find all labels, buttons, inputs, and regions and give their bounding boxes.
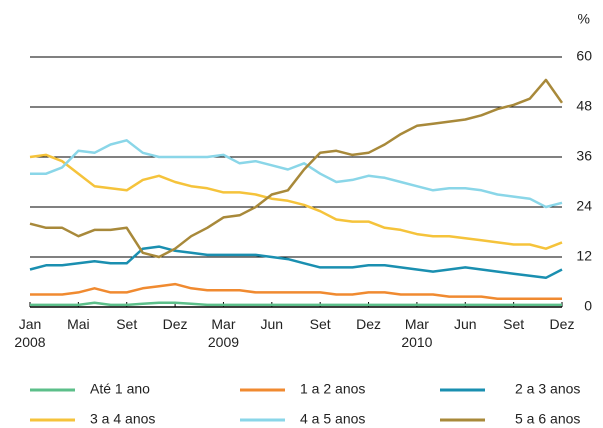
x-tick-label: Dez [356, 316, 381, 332]
x-tick-label: Mai [67, 316, 90, 332]
x-tick-label: Jan 2008 [14, 316, 45, 350]
y-tick-label: 0 [584, 298, 592, 314]
x-tick-label: Dez [163, 316, 188, 332]
legend-label: Até 1 ano [90, 381, 150, 397]
y-tick-label: 48 [576, 98, 592, 114]
series-line [30, 282, 562, 300]
series-line [29, 153, 563, 250]
legend-label: 5 a 6 anos [515, 411, 580, 427]
series-line [30, 301, 562, 307]
legend-label: 4 a 5 anos [300, 411, 365, 427]
x-tick-label: Jun [261, 316, 284, 332]
x-tick-label: Set [116, 316, 137, 332]
y-tick-label: 24 [576, 198, 592, 214]
series-line [30, 139, 563, 209]
legend-label: 2 a 3 anos [515, 381, 580, 397]
x-tick-label: Dez [550, 316, 575, 332]
x-tick-label: Mar 2009 [208, 316, 239, 350]
x-tick-label: Jun [454, 316, 477, 332]
legend-label: 1 a 2 anos [300, 381, 365, 397]
y-tick-label: 12 [576, 248, 592, 264]
x-tick-label: Set [503, 316, 524, 332]
series-line [29, 245, 563, 280]
x-tick-label: Set [310, 316, 331, 332]
series-line [29, 78, 564, 259]
y-axis-label: % [578, 11, 590, 27]
legend-label: 3 a 4 anos [90, 411, 155, 427]
x-tick-label: Mar 2010 [401, 316, 432, 350]
y-tick-label: 36 [576, 148, 592, 164]
y-tick-label: 60 [576, 48, 592, 64]
